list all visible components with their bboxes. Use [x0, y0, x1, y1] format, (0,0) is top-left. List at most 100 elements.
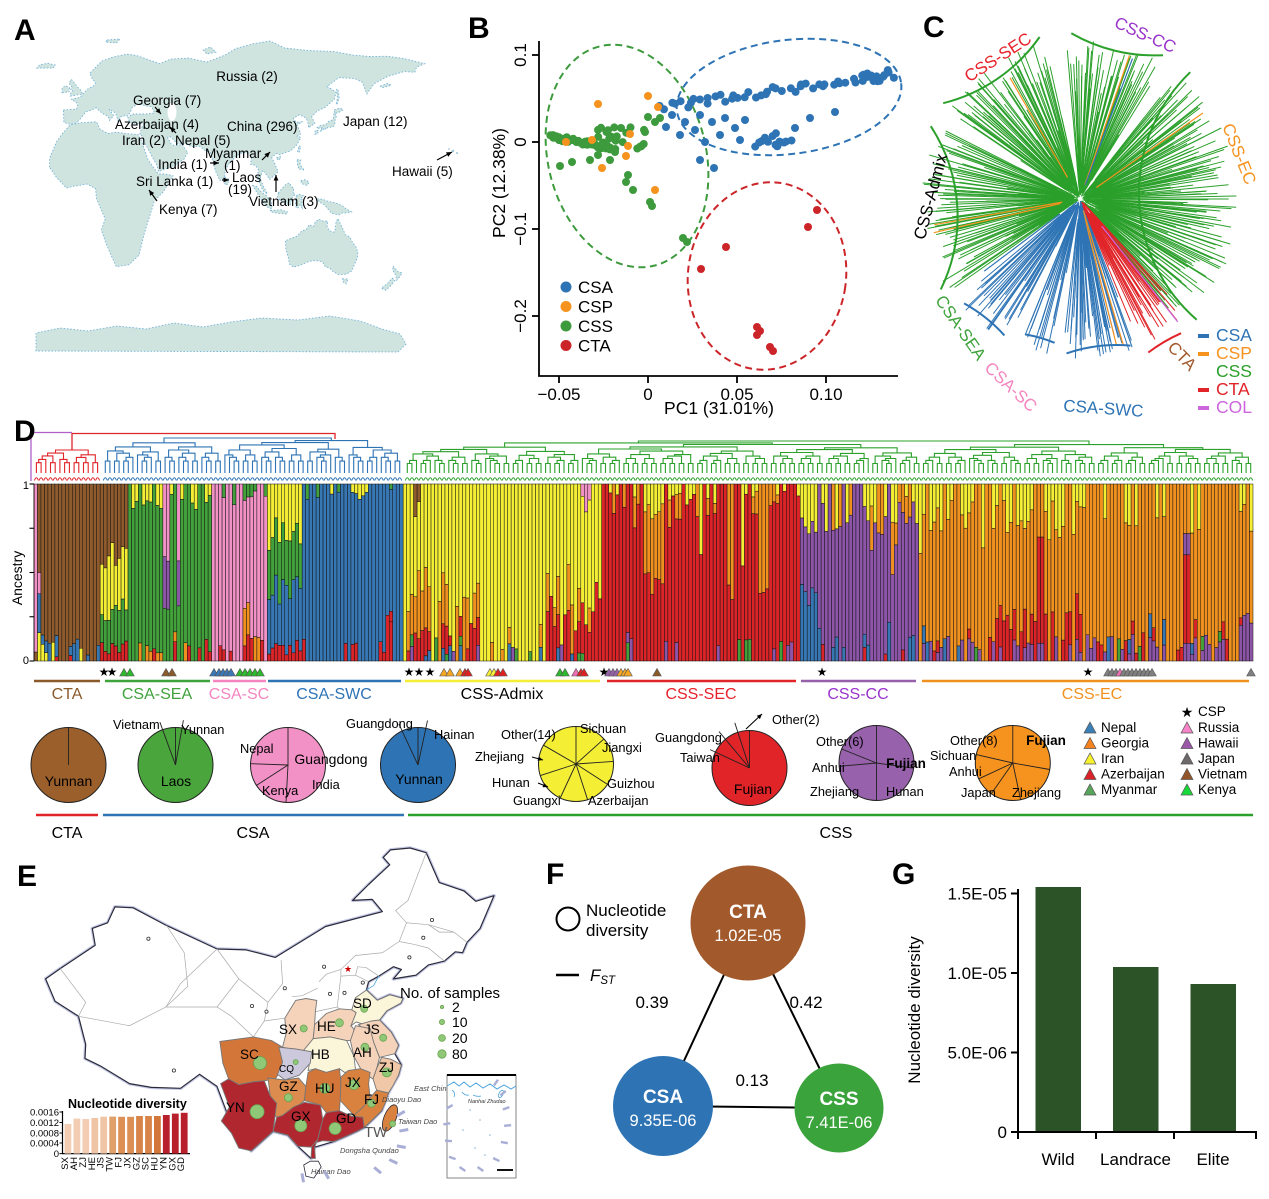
svg-text:10: 10: [452, 1014, 468, 1030]
svg-text:TW: TW: [105, 1157, 116, 1172]
svg-text:Hunan: Hunan: [492, 775, 530, 790]
svg-text:E: E: [17, 860, 37, 893]
svg-text:Nanhai Zhudao: Nanhai Zhudao: [468, 1099, 506, 1105]
svg-text:ZJ: ZJ: [78, 1157, 89, 1168]
svg-text:Nepal (5): Nepal (5): [175, 133, 231, 148]
svg-text:Hainan: Hainan: [434, 727, 475, 742]
svg-text:Ancestry: Ancestry: [9, 551, 25, 605]
svg-text:CSA: CSA: [1216, 325, 1252, 345]
svg-text:Fujian: Fujian: [886, 756, 926, 771]
svg-text:F: F: [546, 858, 564, 891]
svg-text:Hunan: Hunan: [886, 784, 924, 799]
svg-text:GD: GD: [336, 1111, 357, 1126]
svg-text:CSS: CSS: [1216, 361, 1252, 381]
svg-text:5.0E-06: 5.0E-06: [947, 1044, 1007, 1063]
svg-text:CSA-SWC: CSA-SWC: [296, 686, 372, 703]
svg-text:Georgia: Georgia: [1101, 736, 1150, 751]
svg-text:CSA-SC: CSA-SC: [209, 686, 269, 703]
svg-text:80: 80: [452, 1046, 468, 1062]
svg-text:0.05: 0.05: [720, 385, 753, 404]
svg-text:Hainan Dao: Hainan Dao: [311, 1167, 351, 1176]
svg-text:Taiwan Dao: Taiwan Dao: [398, 1117, 437, 1126]
svg-text:Iran (2): Iran (2): [122, 133, 166, 148]
svg-text:0.39: 0.39: [635, 993, 668, 1012]
svg-text:SX: SX: [279, 1022, 297, 1037]
svg-text:Other(8): Other(8): [950, 733, 998, 748]
svg-text:CTA: CTA: [729, 902, 767, 923]
svg-text:CSP: CSP: [1216, 343, 1252, 363]
svg-text:Fujian: Fujian: [1026, 733, 1066, 748]
svg-text:9.35E-06: 9.35E-06: [630, 1112, 697, 1130]
svg-text:1: 1: [23, 480, 29, 492]
svg-text:1.02E-05: 1.02E-05: [715, 927, 782, 945]
svg-text:0: 0: [511, 137, 530, 146]
svg-text:SC: SC: [240, 1047, 259, 1062]
svg-text:YN: YN: [158, 1157, 169, 1170]
svg-text:Elite: Elite: [1196, 1150, 1229, 1169]
svg-text:0: 0: [23, 655, 29, 667]
svg-text:CSA: CSA: [578, 278, 614, 297]
svg-text:CTA: CTA: [1216, 379, 1250, 399]
svg-text:0.0016: 0.0016: [30, 1108, 59, 1119]
svg-text:★: ★: [1181, 704, 1194, 720]
svg-text:CTA: CTA: [52, 686, 83, 703]
svg-text:Yunnan: Yunnan: [395, 771, 443, 787]
svg-text:Zhejiang: Zhejiang: [475, 749, 524, 764]
svg-text:−0.2: −0.2: [511, 299, 530, 333]
svg-text:JS: JS: [96, 1157, 107, 1168]
svg-text:Azerbaijan: Azerbaijan: [588, 793, 648, 808]
svg-text:0: 0: [54, 1149, 59, 1160]
svg-text:★: ★: [599, 665, 610, 679]
svg-text:Japan (12): Japan (12): [343, 114, 408, 129]
svg-text:Sichuan: Sichuan: [930, 748, 976, 763]
svg-text:GZ: GZ: [132, 1157, 143, 1170]
svg-text:(1): (1): [224, 158, 241, 173]
svg-text:Nucleotide: Nucleotide: [586, 901, 666, 920]
svg-text:Fujian: Fujian: [734, 781, 772, 797]
svg-text:ZJ: ZJ: [379, 1060, 394, 1075]
svg-text:COL: COL: [1216, 397, 1252, 417]
svg-text:★: ★: [344, 964, 352, 974]
svg-text:TW: TW: [364, 1124, 388, 1141]
svg-text:CTA: CTA: [52, 825, 83, 842]
svg-text:0.0012: 0.0012: [30, 1118, 59, 1129]
svg-text:CSA-SEA: CSA-SEA: [122, 686, 193, 703]
svg-text:Kenya: Kenya: [1198, 782, 1237, 797]
svg-text:0.0004: 0.0004: [30, 1139, 59, 1150]
svg-text:Azerbaijan (4): Azerbaijan (4): [115, 117, 199, 132]
svg-text:Kenya: Kenya: [262, 783, 299, 798]
svg-text:Yunnan: Yunnan: [181, 722, 224, 737]
svg-text:B: B: [468, 12, 490, 45]
svg-text:PC2 (12.38%): PC2 (12.38%): [489, 128, 509, 238]
svg-text:Zhejiang: Zhejiang: [1012, 785, 1061, 800]
svg-text:A: A: [14, 14, 36, 47]
svg-text:Guangdong: Guangdong: [655, 730, 722, 745]
svg-text:JX: JX: [345, 1075, 361, 1090]
svg-text:★: ★: [99, 665, 110, 679]
svg-text:CSS-EC: CSS-EC: [1062, 686, 1122, 703]
svg-text:0: 0: [643, 385, 652, 404]
svg-text:CTA: CTA: [578, 337, 611, 356]
svg-text:0.42: 0.42: [789, 993, 822, 1012]
svg-text:India (1): India (1): [158, 157, 208, 172]
svg-text:Anhui: Anhui: [812, 760, 845, 775]
svg-text:Guangdong: Guangdong: [346, 716, 413, 731]
svg-text:Wild: Wild: [1041, 1150, 1074, 1169]
svg-text:D: D: [14, 415, 36, 448]
svg-text:1.0E-05: 1.0E-05: [947, 964, 1007, 983]
svg-text:★: ★: [404, 665, 415, 679]
svg-text:SC: SC: [141, 1157, 152, 1170]
svg-text:PC1 (31.01%): PC1 (31.01%): [664, 398, 774, 418]
svg-text:Dongsha Qundao: Dongsha Qundao: [340, 1146, 399, 1155]
svg-text:JX: JX: [123, 1156, 134, 1168]
svg-text:Japan: Japan: [1198, 751, 1235, 766]
svg-text:HB: HB: [311, 1047, 330, 1062]
svg-text:CSS: CSS: [578, 317, 613, 336]
svg-text:GX: GX: [167, 1156, 178, 1170]
svg-text:0.0008: 0.0008: [30, 1129, 59, 1140]
svg-text:SD: SD: [353, 996, 372, 1011]
svg-text:GX: GX: [291, 1109, 311, 1124]
svg-text:Laos: Laos: [232, 170, 262, 185]
svg-text:Sri Lanka (1): Sri Lanka (1): [136, 174, 213, 189]
svg-text:★: ★: [107, 665, 118, 679]
